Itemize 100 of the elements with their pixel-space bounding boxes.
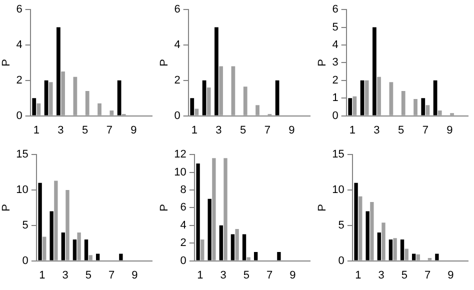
x-tick-label: 5 bbox=[401, 269, 408, 282]
x-tick-label: 3 bbox=[378, 269, 384, 282]
x-tick-label: 5 bbox=[85, 269, 92, 282]
y-axis-title: P bbox=[0, 59, 13, 66]
y-tick-label: 0 bbox=[22, 254, 28, 267]
x-tick-label: 1 bbox=[355, 269, 362, 282]
bar bbox=[364, 80, 369, 116]
x-tick-label: 1 bbox=[349, 124, 356, 136]
bar bbox=[246, 257, 250, 260]
bar bbox=[50, 211, 54, 260]
y-tick-label: 15 bbox=[16, 148, 28, 161]
y-tick-label: 10 bbox=[332, 184, 344, 196]
bar bbox=[377, 232, 381, 260]
y-axis-title: P bbox=[0, 204, 13, 212]
y-tick-label: 5 bbox=[338, 219, 344, 232]
bar bbox=[38, 182, 42, 260]
bar bbox=[119, 254, 123, 260]
bar bbox=[214, 27, 218, 116]
bar bbox=[61, 72, 65, 116]
y-tick-label: 4 bbox=[174, 39, 180, 52]
y-tick-label: 0 bbox=[332, 110, 338, 122]
y-tick-label: 10 bbox=[16, 184, 28, 196]
y-tick-label: 3 bbox=[332, 56, 338, 69]
bar bbox=[194, 108, 199, 116]
bar bbox=[212, 158, 216, 260]
y-axis-title: P bbox=[158, 204, 171, 212]
bar bbox=[84, 240, 88, 260]
y-tick-label: 6 bbox=[174, 4, 180, 16]
bar bbox=[389, 82, 394, 116]
bar bbox=[242, 234, 246, 260]
y-tick-label: 2 bbox=[332, 74, 338, 86]
bar bbox=[230, 234, 235, 260]
bar bbox=[348, 98, 352, 116]
bar bbox=[110, 110, 114, 116]
bar bbox=[275, 80, 280, 116]
x-tick-label: 5 bbox=[243, 269, 250, 282]
bar bbox=[88, 255, 92, 260]
x-tick-label: 9 bbox=[130, 124, 137, 136]
y-axis-title: P bbox=[316, 59, 329, 66]
bar bbox=[206, 87, 211, 116]
y-axis-title: P bbox=[158, 59, 171, 66]
x-tick-label: 9 bbox=[290, 269, 296, 282]
x-tick-label: 9 bbox=[446, 124, 453, 136]
bar bbox=[42, 236, 46, 260]
bar bbox=[393, 238, 397, 260]
x-tick-label: 3 bbox=[220, 269, 226, 282]
x-tick-label: 9 bbox=[288, 124, 295, 136]
y-tick-label: 15 bbox=[332, 148, 344, 161]
bar bbox=[208, 198, 212, 260]
x-tick-label: 7 bbox=[106, 124, 112, 136]
bar bbox=[358, 196, 362, 260]
y-tick-label: 5 bbox=[332, 21, 338, 34]
bar bbox=[96, 254, 100, 260]
y-tick-label: 8 bbox=[180, 184, 186, 196]
bar bbox=[117, 80, 122, 116]
y-tick-label: 4 bbox=[332, 39, 338, 52]
y-tick-label: 6 bbox=[180, 202, 186, 214]
bar bbox=[190, 98, 194, 116]
bar bbox=[277, 252, 281, 260]
y-tick-label: 2 bbox=[180, 237, 186, 250]
y-tick-label: 12 bbox=[174, 148, 186, 161]
bar bbox=[414, 98, 418, 116]
bar bbox=[196, 163, 200, 260]
x-tick-label: 5 bbox=[82, 124, 88, 136]
bar bbox=[433, 80, 438, 116]
y-tick-label: 4 bbox=[180, 219, 186, 232]
y-tick-label: 1 bbox=[332, 92, 338, 104]
bar bbox=[56, 27, 60, 116]
x-tick-label: 7 bbox=[264, 124, 270, 136]
x-tick-label: 3 bbox=[374, 124, 380, 136]
bar bbox=[224, 158, 228, 260]
bar bbox=[416, 254, 420, 260]
x-tick-label: 1 bbox=[191, 124, 198, 136]
bar bbox=[370, 202, 374, 260]
y-tick-label: 5 bbox=[22, 219, 28, 232]
bar bbox=[366, 211, 370, 260]
x-tick-label: 9 bbox=[132, 269, 138, 282]
bar bbox=[202, 80, 206, 116]
x-tick-label: 1 bbox=[33, 124, 40, 136]
y-tick-label: 10 bbox=[174, 166, 186, 178]
bar bbox=[360, 80, 364, 116]
bar bbox=[372, 27, 376, 116]
bar bbox=[428, 258, 432, 260]
bar bbox=[243, 86, 248, 116]
bar bbox=[254, 252, 258, 260]
bar bbox=[388, 240, 393, 260]
bar bbox=[61, 232, 65, 260]
bar bbox=[435, 254, 439, 260]
bar bbox=[352, 96, 357, 116]
x-tick-label: 5 bbox=[240, 124, 246, 136]
y-tick-label: 0 bbox=[180, 254, 186, 267]
y-axis-title: P bbox=[316, 204, 329, 212]
bar bbox=[412, 254, 416, 260]
y-tick-label: 2 bbox=[174, 74, 180, 86]
y-tick-label: 4 bbox=[16, 39, 22, 52]
x-tick-label: 7 bbox=[108, 269, 115, 282]
y-tick-label: 6 bbox=[332, 4, 338, 16]
bar bbox=[401, 91, 406, 116]
bar bbox=[32, 98, 36, 116]
bar bbox=[404, 248, 408, 260]
